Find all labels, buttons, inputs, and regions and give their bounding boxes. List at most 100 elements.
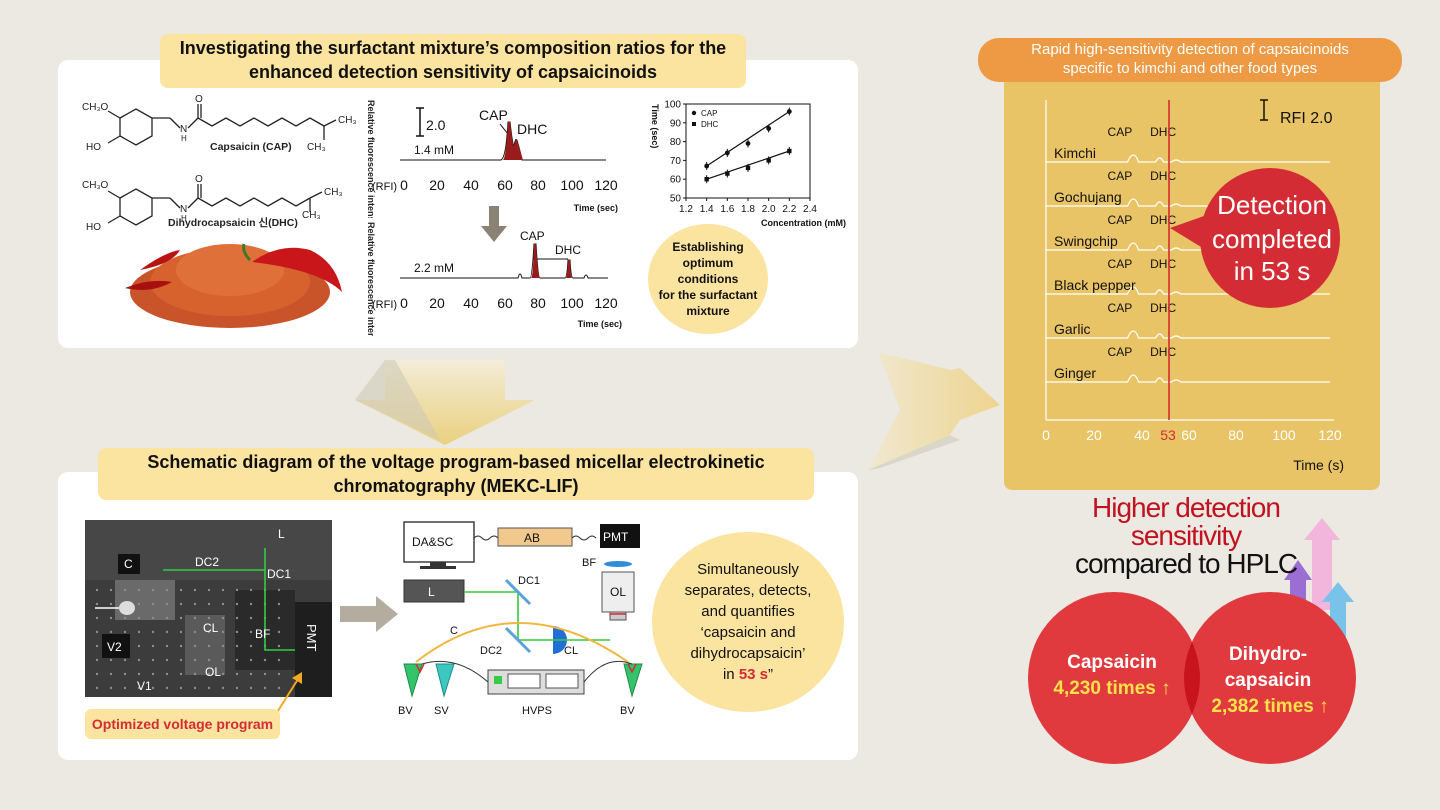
breadboard-hole xyxy=(277,588,281,592)
top-chrom-tick-20: 20 xyxy=(429,177,445,193)
breadboard-hole xyxy=(137,686,141,690)
food-trace-line xyxy=(1046,374,1330,383)
food-chromatograms: RFI 2.0 Kimchi CAP DHC Gochujang CAP DHC Swing… xyxy=(1042,99,1344,473)
food-trace-line xyxy=(1046,198,1330,207)
breadboard-hole xyxy=(193,644,197,648)
breadboard-hole xyxy=(151,672,155,676)
right-arrow xyxy=(868,352,1000,470)
calib-fit-line-cap xyxy=(706,111,790,167)
chromatogram-bottom: Relative fluorescence intensity 2.2 mM C… xyxy=(366,222,622,336)
breadboard-hole xyxy=(123,658,127,662)
calib-xtick-label: 2.0 xyxy=(762,204,776,215)
setup-photo: C DC2 L DC1 V2 CL BF PMT OL V1 xyxy=(85,520,332,697)
calib-legend-dhc: DHC xyxy=(701,120,719,129)
breadboard-hole xyxy=(249,588,253,592)
calib-point-cap xyxy=(766,126,772,131)
breadboard-hole xyxy=(221,602,225,606)
breadboard-hole xyxy=(235,644,239,648)
photo-label-bf: BF xyxy=(255,627,270,641)
breadboard-hole xyxy=(207,686,211,690)
bottom-chrom-dhc: DHC xyxy=(555,243,581,257)
photo-label-v1: V1 xyxy=(137,679,152,693)
bottom-chrom-peak-cap xyxy=(531,244,540,278)
breadboard-hole xyxy=(235,602,239,606)
breadboard-hole xyxy=(123,630,127,634)
food-trace-line xyxy=(1046,242,1330,251)
bottom-banner: Schematic diagram of the voltage program… xyxy=(98,448,814,500)
breadboard-hole xyxy=(263,672,267,676)
calib-point-dhc xyxy=(766,158,771,163)
calib-ytick-label: 80 xyxy=(670,137,682,148)
breadboard-hole xyxy=(207,588,211,592)
dhc-ch3-b-label: CH₃ xyxy=(302,210,321,221)
breadboard-hole xyxy=(193,616,197,620)
food-trace-dhc: DHC xyxy=(1150,345,1176,359)
optimized-voltage-caption: Optimized voltage program xyxy=(85,709,280,739)
photo-label-ol: OL xyxy=(205,665,221,679)
top-banner-line-1: Investigating the surfactant mixture’s c… xyxy=(179,38,727,58)
calib-point-dhc xyxy=(725,171,730,176)
top-chrom-tick-40: 40 xyxy=(463,177,479,193)
breadboard-hole xyxy=(109,658,113,662)
chromatogram-down-arrow xyxy=(481,206,507,242)
breadboard-hole xyxy=(151,630,155,634)
breadboard-hole xyxy=(263,658,267,662)
calib-point-cap xyxy=(745,141,751,146)
top-chrom-ylabel: Relative fluorescence intensity xyxy=(366,100,376,218)
breadboard-hole xyxy=(165,616,169,620)
breadboard-hole xyxy=(277,658,281,662)
breadboard-hole xyxy=(221,686,225,690)
food-trace-line xyxy=(1046,154,1330,163)
breadboard-hole xyxy=(151,602,155,606)
food-trace-line xyxy=(1046,286,1330,295)
bottom-chrom-baseline xyxy=(400,243,608,279)
breadboard-hole xyxy=(109,616,113,620)
separation-line-5: dihydrocapsaicin’ xyxy=(690,645,806,662)
schem-c: C xyxy=(450,625,458,637)
food-trace-cap: CAP xyxy=(1108,125,1133,139)
schem-ol: OL xyxy=(610,585,626,599)
food-tick-80: 80 xyxy=(1228,427,1244,443)
breadboard-hole xyxy=(165,672,169,676)
food-trace-dhc: DHC xyxy=(1150,257,1176,271)
food-trace-cap: CAP xyxy=(1108,301,1133,315)
top-chrom-conc: 1.4 mM xyxy=(414,143,454,157)
calib-ytick-label: 60 xyxy=(670,175,682,186)
surfactant-bubble-line-2: optimum xyxy=(682,256,734,270)
bottom-chrom-tick-0: 0 xyxy=(400,295,408,311)
dhc-ho-label: HO xyxy=(86,222,101,233)
dhc-o-label: O xyxy=(195,174,203,185)
photo-label-dc2: DC2 xyxy=(195,555,219,569)
surfactant-bubble-line-1: Establishing xyxy=(672,240,744,254)
bottom-chrom-tick-120: 120 xyxy=(594,295,618,311)
photo-label-dc1: DC1 xyxy=(267,567,291,581)
bottom-chrom-cap: CAP xyxy=(520,229,545,243)
schem-bv-right: BV xyxy=(620,705,635,717)
separation-quote: ” xyxy=(768,666,774,683)
separation-line-3: and quantifies xyxy=(701,603,795,620)
calib-ytick-label: 100 xyxy=(664,100,681,111)
breadboard-hole xyxy=(207,630,211,634)
breadboard-hole xyxy=(151,588,155,592)
breadboard-hole xyxy=(235,630,239,634)
breadboard-hole xyxy=(221,616,225,620)
breadboard-hole xyxy=(95,630,99,634)
capsaicin-circle xyxy=(1028,592,1200,764)
top-chrom-tick-60: 60 xyxy=(497,177,513,193)
breadboard-hole xyxy=(249,686,253,690)
breadboard-hole xyxy=(151,644,155,648)
dhc-h-label: H xyxy=(181,214,187,223)
food-tick-20: 20 xyxy=(1086,427,1102,443)
calib-xtick-label: 1.8 xyxy=(741,204,755,215)
calib-ytick-label: 50 xyxy=(670,194,682,205)
detection-bubble: Detection completed in 53 s xyxy=(1170,168,1340,308)
top-banner-line-2: enhanced detection sensitivity of capsai… xyxy=(248,62,658,82)
breadboard-hole xyxy=(165,588,169,592)
detection-line-1: Detection xyxy=(1217,190,1327,220)
photo-to-schematic-arrow xyxy=(340,596,398,632)
breadboard-hole xyxy=(137,644,141,648)
capsaicin-label: Capsaicin xyxy=(1067,652,1157,673)
breadboard-hole xyxy=(221,672,225,676)
bottom-chrom-tick-40: 40 xyxy=(463,295,479,311)
food-tick-0: 0 xyxy=(1042,427,1050,443)
